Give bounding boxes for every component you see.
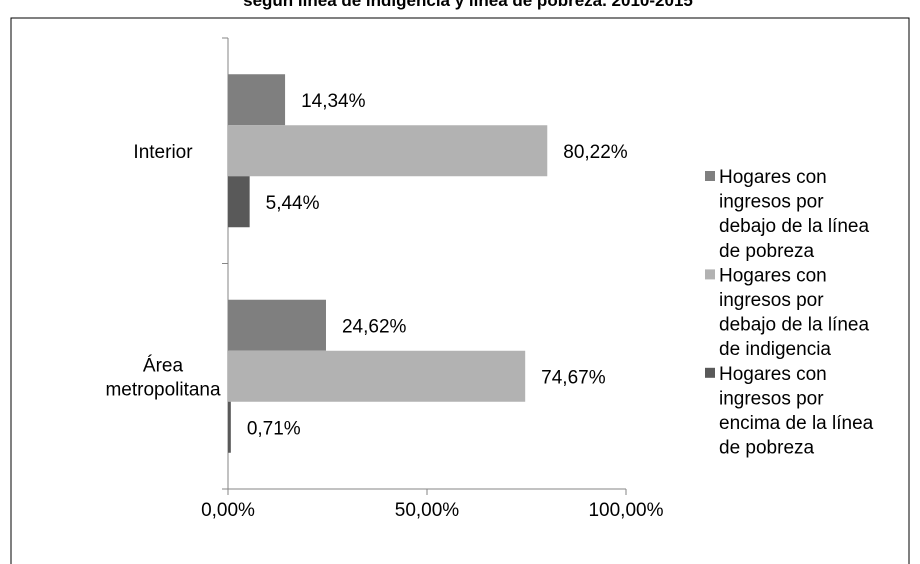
legend-label: ingresos por: [719, 290, 824, 311]
legend-label: Hogares con: [719, 265, 827, 286]
legend-label: de pobreza: [719, 438, 815, 459]
legend-swatch: [705, 171, 715, 181]
bar: [228, 176, 250, 228]
data-label: 24,62%: [342, 316, 407, 337]
value-axis-tick-label: 100,00%: [588, 500, 663, 521]
value-axis-tick-label: 0,00%: [201, 500, 255, 521]
bar: [228, 350, 526, 402]
bar: [228, 299, 326, 351]
bar: [228, 74, 286, 126]
legend-label: debajo de la línea: [719, 315, 869, 336]
bar: [228, 401, 231, 453]
bar: [228, 125, 548, 177]
legend: Hogares con ingresos por debajo de la líne…: [705, 167, 874, 459]
legend-label: Hogares con: [719, 167, 827, 188]
data-label: 80,22%: [563, 142, 628, 163]
category-label: Área: [143, 355, 184, 376]
legend-label: ingresos por: [719, 388, 824, 409]
legend-label: ingresos por: [719, 192, 824, 213]
data-label: 5,44%: [266, 193, 320, 214]
category-label: Interior: [133, 142, 193, 163]
legend-swatch: [705, 367, 715, 378]
plot-area: 0,00% 50,00% 100,00% 14,34% 80,22% 5,44% Inter…: [105, 37, 664, 521]
legend-label: de indigencia: [719, 339, 831, 360]
legend-label: encima de la línea: [719, 413, 874, 434]
data-label: 74,67%: [541, 367, 606, 388]
legend-label: debajo de la línea: [719, 216, 869, 237]
legend-swatch: [705, 269, 715, 280]
data-label: 14,34%: [301, 91, 366, 112]
category-label: metropolitana: [105, 379, 221, 400]
chart-title: según línea de indigencia y línea de pob…: [243, 0, 693, 10]
value-axis-tick-label: 50,00%: [395, 500, 460, 521]
chart-frame: [10, 17, 910, 564]
data-label: 0,71%: [247, 418, 301, 439]
legend-label: Hogares con: [719, 364, 827, 385]
legend-label: de pobreza: [719, 241, 815, 262]
